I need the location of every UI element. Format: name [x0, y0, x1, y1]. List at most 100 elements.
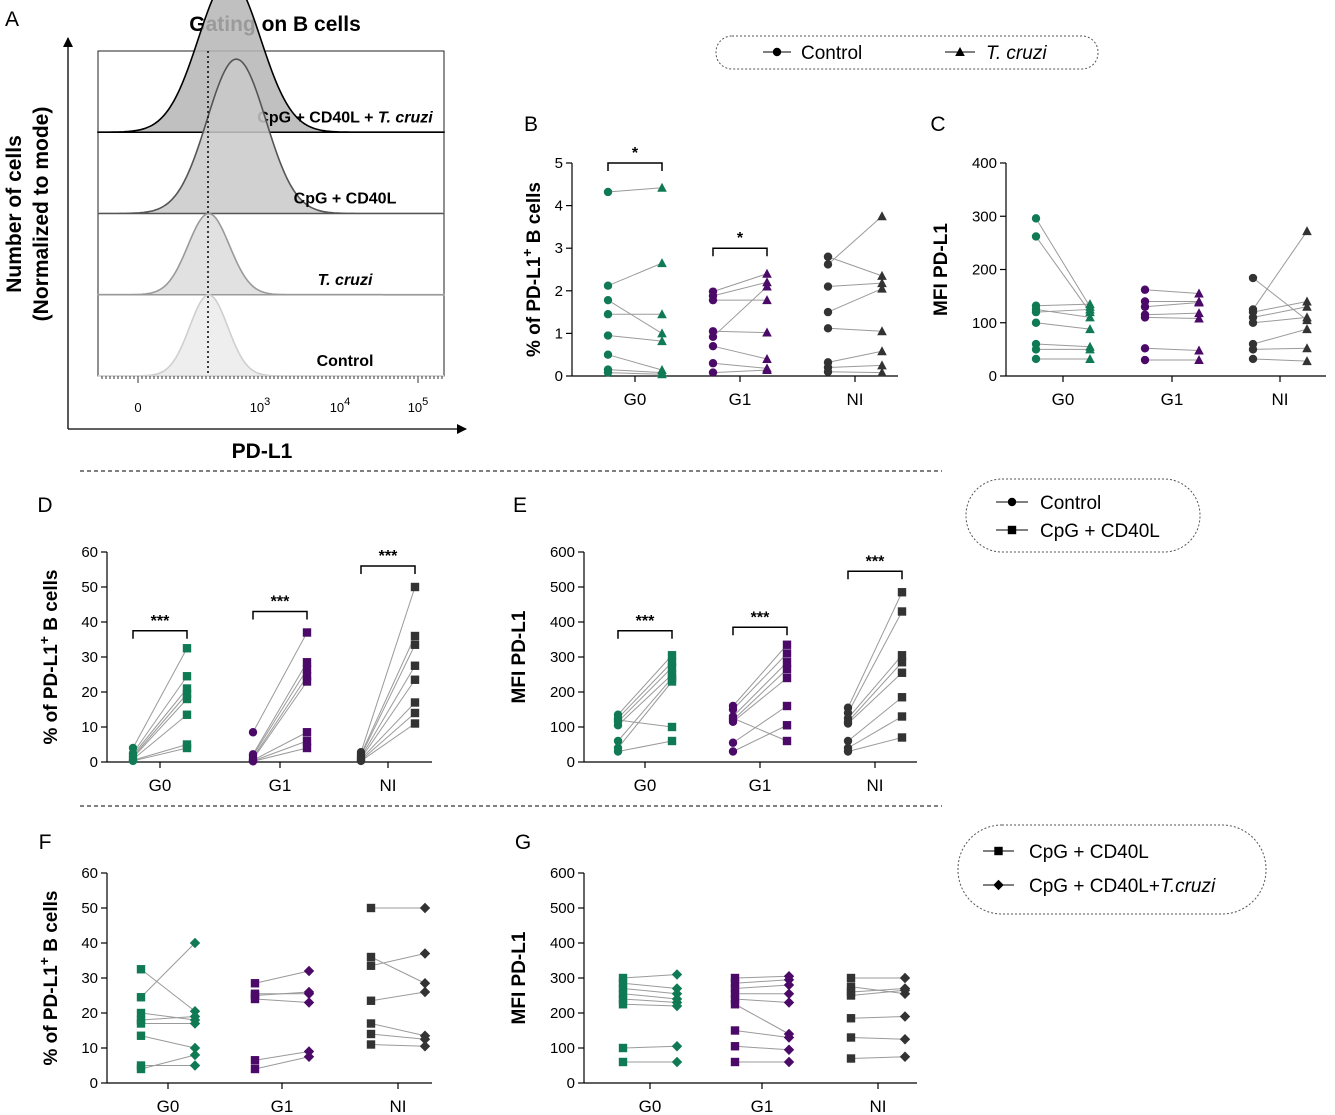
- pair-line: [617, 661, 673, 719]
- significance-bracket: [360, 565, 416, 574]
- data-point-triangle: [1194, 355, 1204, 365]
- data-point-square: [302, 677, 312, 686]
- track-label-italic: T. cruzi: [378, 109, 433, 126]
- data-point-square: [302, 665, 312, 674]
- data-point-diamond: [899, 1034, 911, 1045]
- pair-line: [140, 942, 196, 998]
- data-point-diamond: [419, 986, 431, 998]
- data-point-triangle: [1302, 312, 1312, 322]
- data-point-triangle: [1302, 296, 1312, 306]
- pair-line: [370, 953, 426, 967]
- panel-label-g: G: [515, 831, 531, 854]
- x-axis-label: PD-L1: [232, 440, 293, 463]
- pair-line: [827, 371, 883, 374]
- track-label-text: Control: [317, 353, 374, 370]
- y-axis-label: MFI PD-L1: [509, 610, 530, 703]
- x-tick-base: 10: [250, 400, 264, 415]
- pair-line: [732, 717, 788, 742]
- data-point-diamond: [899, 985, 911, 996]
- y-tick-label: 300: [550, 970, 575, 987]
- significance-bracket: [617, 630, 673, 639]
- pair-line: [254, 1051, 310, 1061]
- pair-line: [252, 661, 308, 755]
- pair-line: [712, 273, 768, 293]
- data-point-square: [182, 684, 192, 693]
- pair-line: [1035, 308, 1091, 313]
- pair-line: [360, 679, 416, 759]
- y-axis-label-text: MFI PD-L1: [509, 931, 530, 1024]
- pair-line: [132, 693, 188, 758]
- legend-marker-square: [1007, 525, 1017, 535]
- pair-line: [617, 681, 673, 749]
- data-point-triangle: [1194, 297, 1204, 307]
- data-point-square: [410, 582, 420, 592]
- data-point-square: [302, 728, 312, 737]
- pair-line: [712, 362, 768, 369]
- pair-line: [850, 1016, 906, 1019]
- data-point-square: [618, 1057, 628, 1067]
- x-tick-label: 105: [408, 396, 429, 415]
- x-tick-label: G0: [639, 1097, 662, 1115]
- pair-line: [370, 1023, 426, 1037]
- data-point-square: [182, 644, 192, 653]
- x-tick-label: 104: [330, 396, 351, 415]
- data-point-square: [846, 982, 856, 991]
- significance-label: *: [737, 230, 744, 247]
- pair-line: [1035, 343, 1091, 348]
- pair-line: [607, 299, 663, 334]
- pair-line: [712, 345, 768, 360]
- pair-line: [617, 674, 673, 726]
- data-point-diamond: [419, 948, 431, 959]
- data-point-square: [136, 1064, 146, 1074]
- pair-line: [254, 1056, 310, 1070]
- significance-label: ***: [751, 609, 770, 626]
- legend-label: CpG + CD40L+T.cruzi: [1029, 876, 1216, 897]
- x-tick-label: G1: [269, 776, 292, 795]
- data-point-square: [410, 631, 420, 641]
- y-tick-label: 0: [555, 368, 563, 385]
- pair-line: [370, 956, 426, 984]
- data-point-triangle: [877, 326, 887, 336]
- data-point-square: [897, 693, 907, 702]
- legend-label-text: CpG + CD40L: [1029, 842, 1149, 863]
- y-tick-label: 60: [81, 544, 98, 561]
- pair-line: [617, 740, 673, 752]
- data-point-square: [250, 979, 260, 988]
- y-tick-label: 30: [81, 970, 98, 987]
- y-axis-label-line2: (Normalized to mode): [30, 107, 53, 322]
- data-point-square: [618, 994, 628, 1004]
- data-point-circle: [603, 281, 613, 290]
- data-point-triangle: [877, 360, 887, 370]
- pair-line: [1252, 328, 1308, 345]
- pair-line: [1144, 347, 1200, 351]
- legend-marker-triangle: [955, 47, 965, 56]
- data-point-circle: [1031, 354, 1041, 364]
- data-point-circle: [823, 252, 833, 261]
- x-tick-label: NI: [847, 390, 864, 409]
- data-point-square: [846, 973, 856, 983]
- x-tick-label: G1: [749, 776, 772, 795]
- legend-mid: Control CpG + CD40L: [965, 478, 1201, 553]
- pair-line: [732, 668, 788, 721]
- pair-line: [847, 696, 903, 742]
- y-tick-label: 3: [555, 240, 563, 257]
- data-point-triangle: [657, 369, 667, 379]
- pair-line: [370, 1033, 426, 1040]
- pair-line: [607, 354, 663, 371]
- y-tick-label: 20: [81, 1005, 98, 1022]
- data-point-square: [897, 658, 907, 667]
- pair-line: [140, 1054, 196, 1070]
- pair-line: [1035, 303, 1091, 307]
- data-point-diamond: [303, 997, 315, 1008]
- pair-line: [850, 1037, 906, 1040]
- data-point-triangle: [657, 258, 667, 268]
- pair-line: [734, 1003, 790, 1035]
- x-tick-label: G0: [1052, 390, 1075, 409]
- data-point-circle: [356, 756, 366, 766]
- data-point-circle: [1248, 354, 1258, 364]
- legend-box: [715, 35, 1099, 70]
- x-tick-label: NI: [380, 776, 397, 795]
- data-point-square: [250, 1056, 260, 1065]
- significance-label: ***: [636, 613, 655, 630]
